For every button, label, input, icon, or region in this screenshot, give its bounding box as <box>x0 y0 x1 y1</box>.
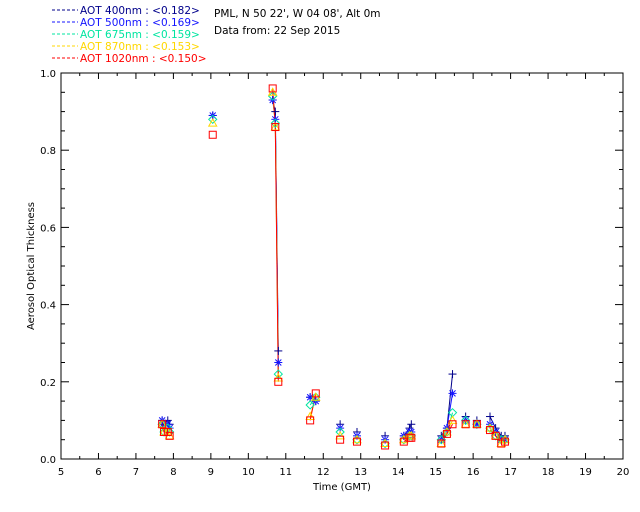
legend-item-675: AOT 675nm : <0.159> <box>52 29 200 41</box>
data-point-square <box>442 429 451 438</box>
x-tick-label: 18 <box>542 467 555 478</box>
y-axis-ticks: 0.0 0.2 0.4 0.6 0.8 1.0 <box>40 69 623 466</box>
date-text: Data from: 22 Sep 2015 <box>214 25 340 37</box>
series-segment <box>446 374 454 429</box>
plot-frame <box>60 72 624 460</box>
data-point-triangle <box>273 372 284 382</box>
data-point-square <box>306 416 315 425</box>
data-point-triangle <box>485 423 495 432</box>
data-point-square <box>437 439 446 448</box>
y-tick-label: 0.6 <box>40 223 56 234</box>
data-point-diamond <box>305 400 315 410</box>
data-point-triangle <box>447 415 458 424</box>
data-point-diamond <box>208 114 218 125</box>
data-point-square <box>274 377 283 386</box>
data-point-triangle <box>335 430 345 440</box>
data-point-triangle <box>305 411 316 421</box>
data-point-asterisk <box>448 389 457 398</box>
data-point-square <box>381 441 390 450</box>
legend-item-870: AOT 870nm : <0.153> <box>52 41 200 53</box>
x-tick-label: 12 <box>317 467 330 478</box>
data-point-triangle <box>270 122 281 131</box>
data-point-square <box>461 420 470 429</box>
data-point-square <box>485 426 494 435</box>
legend-item-400: AOT 400nm : <0.182> <box>52 5 200 17</box>
data-point-plus <box>485 412 494 421</box>
x-tick-label: 11 <box>279 467 292 478</box>
data-point-asterisk <box>274 358 283 367</box>
legend-label-675: AOT 675nm : <0.159> <box>80 29 200 41</box>
x-tick-label: 5 <box>58 467 64 478</box>
data-point-square <box>268 84 277 93</box>
data-point-diamond <box>311 392 321 402</box>
x-tick-label: 19 <box>579 467 592 478</box>
data-point-triangle <box>207 118 218 127</box>
data-point-square <box>491 431 500 440</box>
x-axis-title: Time (GMT) <box>312 482 371 493</box>
data-point-square <box>472 420 481 429</box>
series-segment <box>446 393 454 429</box>
series-segment <box>309 393 317 421</box>
series-points <box>157 84 510 450</box>
x-tick-label: 8 <box>170 467 176 478</box>
data-point-square <box>208 130 217 139</box>
y-tick-label: 0.4 <box>40 301 56 312</box>
data-point-square <box>407 433 416 442</box>
y-tick-label: 0.2 <box>40 378 56 389</box>
y-tick-label: 0.8 <box>40 146 56 157</box>
legend-label-1020: AOT 1020nm : <0.150> <box>80 53 207 65</box>
x-tick-label: 15 <box>429 467 442 478</box>
y-tick-label: 0.0 <box>40 455 56 466</box>
x-tick-label: 9 <box>208 467 214 478</box>
plot-area: 5 6 7 8 9 10 11 12 13 14 15 16 17 18 19 20 0.0 0.2 0.4 0.6… <box>40 69 629 478</box>
y-tick-label: 1.0 <box>40 69 56 80</box>
data-point-diamond <box>270 118 281 128</box>
legend-item-500: AOT 500nm : <0.169> <box>52 17 200 29</box>
legend: AOT 400nm : <0.182> AOT 500nm : <0.169> … <box>52 5 207 65</box>
data-point-plus <box>274 346 283 355</box>
x-tick-label: 16 <box>467 467 480 478</box>
data-point-plus <box>448 370 457 379</box>
x-tick-label: 10 <box>242 467 255 478</box>
series-segment <box>274 127 279 382</box>
data-point-square <box>158 420 167 429</box>
legend-label-500: AOT 500nm : <0.169> <box>80 17 200 29</box>
data-point-triangle <box>352 434 362 444</box>
data-point-square <box>336 435 345 444</box>
data-point-diamond <box>460 415 471 426</box>
data-point-triangle <box>442 426 452 436</box>
series-segment <box>489 416 497 429</box>
x-tick-label: 20 <box>617 467 630 478</box>
x-tick-label: 17 <box>504 467 517 478</box>
series-lines <box>161 88 506 445</box>
data-point-plus <box>271 107 280 116</box>
location-text: PML, N 50 22', W 04 08', Alt 0m <box>214 8 381 20</box>
legend-item-1020: AOT 1020nm : <0.150> <box>52 53 207 65</box>
x-tick-label: 14 <box>392 467 405 478</box>
x-tick-label: 13 <box>354 467 367 478</box>
data-point-triangle <box>380 438 390 448</box>
data-point-diamond <box>436 434 446 445</box>
x-axis-ticks: 5 6 7 8 9 10 11 12 13 14 15 16 17 18 19 20 <box>58 73 630 478</box>
x-tick-label: 7 <box>133 467 139 478</box>
data-point-square <box>448 420 457 429</box>
data-point-square <box>271 123 280 132</box>
data-point-square <box>311 389 320 398</box>
series-segment <box>446 424 453 435</box>
data-point-square <box>352 437 361 446</box>
legend-label-400: AOT 400nm : <0.182> <box>80 5 200 17</box>
y-axis-title: Aerosol Optical Thickness <box>26 202 37 330</box>
data-point-plus <box>407 420 416 429</box>
x-tick-label: 6 <box>95 467 101 478</box>
data-point-square <box>500 437 509 446</box>
legend-label-870: AOT 870nm : <0.153> <box>80 41 200 53</box>
data-point-square <box>165 431 174 440</box>
